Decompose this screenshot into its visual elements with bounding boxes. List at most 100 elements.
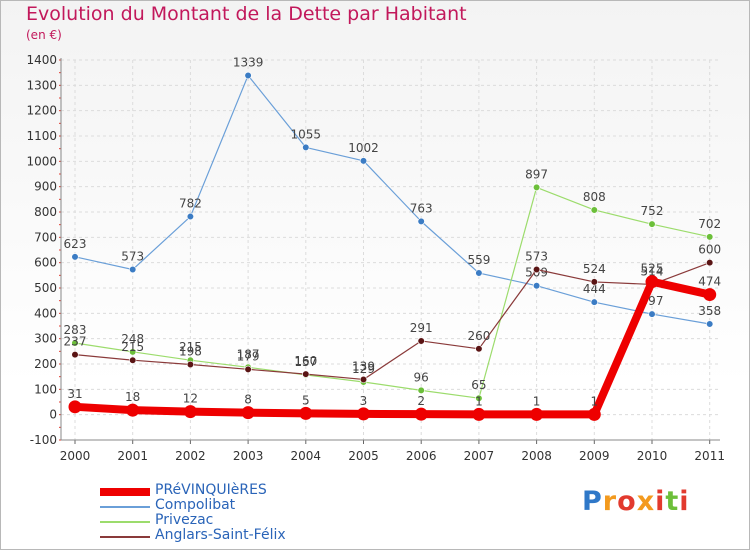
data-point	[590, 298, 598, 306]
data-point	[302, 370, 310, 378]
data-label: 96	[414, 370, 429, 384]
y-tick-label: 800	[34, 205, 57, 219]
legend-label: Privezac	[155, 512, 214, 528]
data-label: 752	[641, 204, 664, 218]
data-point	[417, 217, 425, 225]
series-line	[74, 262, 711, 381]
data-label: 260	[467, 329, 490, 343]
data-point	[590, 278, 598, 286]
data-point	[532, 282, 541, 290]
series-line	[74, 186, 711, 399]
data-point	[186, 360, 194, 369]
x-tick-label: 2007	[464, 449, 495, 463]
legend-swatch	[100, 487, 150, 496]
data-point	[186, 212, 194, 221]
data-point	[129, 356, 137, 364]
data-label: 1	[590, 394, 598, 408]
data-label: 3	[360, 394, 368, 408]
data-point	[244, 71, 252, 80]
legend-swatch	[100, 535, 150, 538]
data-label: 237	[64, 335, 87, 349]
data-point	[532, 265, 541, 274]
data-label: 702	[698, 217, 721, 231]
data-label: 524	[583, 262, 606, 276]
data-point	[183, 405, 197, 419]
data-point	[532, 183, 541, 192]
data-label: 198	[179, 345, 202, 359]
data-point	[126, 403, 140, 417]
legend-swatch	[100, 520, 150, 523]
y-tick-label: 300	[34, 332, 57, 346]
data-point	[706, 320, 714, 328]
data-label: 763	[410, 201, 433, 215]
y-tick-label: 400	[34, 306, 57, 320]
data-point	[648, 220, 656, 228]
data-label: 358	[698, 304, 721, 318]
data-label: 157	[294, 355, 317, 369]
data-point	[68, 400, 82, 414]
data-point	[472, 407, 486, 421]
y-tick-label: 500	[34, 281, 57, 295]
data-point	[590, 206, 598, 214]
y-tick-label: 600	[34, 256, 57, 270]
y-tick-label: 1400	[26, 53, 57, 67]
data-label: 179	[237, 349, 260, 363]
data-label: 129	[352, 362, 375, 376]
data-point	[530, 407, 544, 421]
data-label: 283	[64, 323, 87, 337]
data-point	[357, 407, 370, 421]
data-point	[244, 365, 252, 373]
legend-label: Anglars-Saint-Félix	[155, 527, 286, 543]
x-tick-label: 2001	[117, 449, 148, 463]
chart-subtitle: (en €)	[26, 28, 62, 42]
data-label: 808	[583, 190, 606, 204]
data-point	[645, 275, 659, 289]
y-tick-label: 700	[34, 230, 57, 244]
data-point	[648, 310, 656, 318]
legend-label: PRéVINQUIèRES	[155, 482, 267, 498]
y-tick-label: 1100	[26, 129, 57, 143]
y-tick-label: 1300	[26, 78, 57, 92]
y-tick-label: 1200	[26, 104, 57, 118]
data-point	[414, 407, 428, 421]
x-tick-label: 2011	[694, 449, 725, 463]
data-label: 291	[410, 321, 433, 335]
data-point	[417, 337, 425, 345]
data-label: 600	[698, 243, 721, 257]
chart-title: Evolution du Montant de la Dette par Hab…	[26, 3, 467, 25]
x-tick-label: 2006	[406, 449, 437, 463]
data-point	[587, 407, 601, 421]
data-point	[417, 386, 425, 394]
x-tick-label: 2005	[348, 449, 379, 463]
legend-label: Compolibat	[155, 497, 236, 513]
data-label: 573	[525, 250, 548, 264]
y-tick-label: 0	[49, 408, 57, 422]
x-tick-label: 2009	[579, 449, 610, 463]
data-label: 474	[698, 275, 721, 289]
y-tick-label: 100	[34, 382, 57, 396]
data-label: 65	[471, 378, 486, 392]
x-tick-label: 2002	[175, 449, 206, 463]
data-label: 782	[179, 197, 202, 211]
series-line	[71, 277, 714, 419]
data-point	[241, 406, 255, 420]
data-label: 623	[64, 237, 87, 251]
data-label: 5	[302, 393, 310, 407]
data-label: 573	[121, 250, 144, 264]
data-point	[302, 143, 310, 151]
x-tick-label: 2008	[521, 449, 552, 463]
data-label: 444	[583, 282, 606, 296]
data-label: 559	[467, 253, 490, 267]
data-label: 139	[352, 359, 375, 373]
x-tick-label: 2003	[233, 449, 264, 463]
data-point	[706, 259, 714, 267]
data-point	[359, 157, 368, 165]
data-label: 1	[533, 394, 541, 408]
data-label: 31	[67, 387, 82, 401]
data-label: 215	[121, 340, 144, 354]
x-tick-label: 2010	[637, 449, 668, 463]
data-point	[129, 348, 137, 356]
legend-swatch	[100, 505, 150, 508]
data-label: 12	[183, 392, 198, 406]
data-point	[706, 233, 714, 241]
